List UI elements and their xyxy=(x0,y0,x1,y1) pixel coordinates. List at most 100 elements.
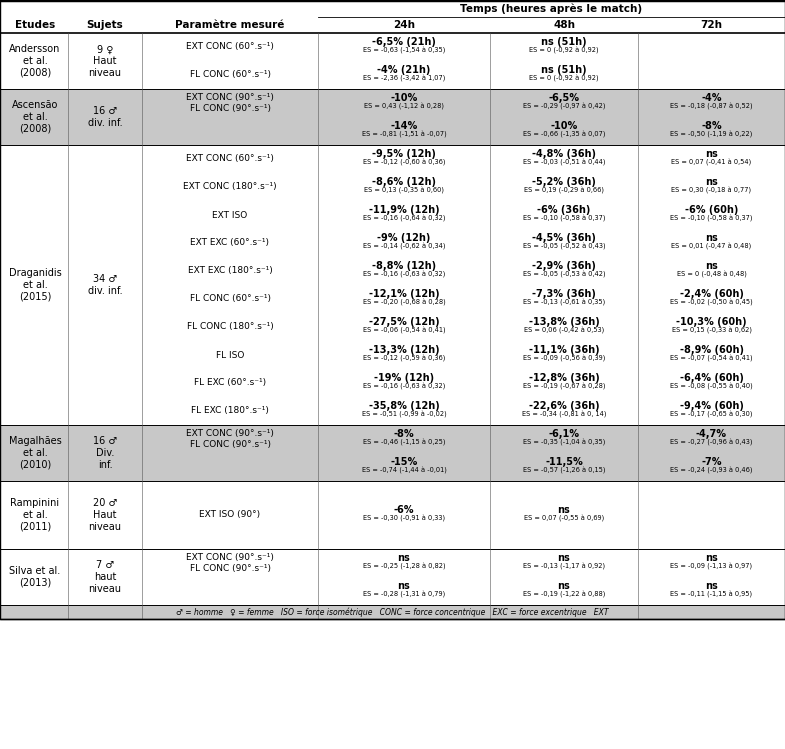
Text: ES = -0,66 (-1,35 à 0,07): ES = -0,66 (-1,35 à 0,07) xyxy=(523,132,605,139)
Text: -10,3% (60h): -10,3% (60h) xyxy=(676,317,747,327)
Text: ES = -0,28 (-1,31 à 0,79): ES = -0,28 (-1,31 à 0,79) xyxy=(363,592,445,598)
Text: -13,3% (12h): -13,3% (12h) xyxy=(369,345,440,355)
Text: ES = -0,81 (-1,51 à -0,07): ES = -0,81 (-1,51 à -0,07) xyxy=(362,132,447,139)
Text: 20 ♂
Haut
niveau: 20 ♂ Haut niveau xyxy=(89,498,122,532)
Bar xyxy=(0,1,785,619)
Text: ES = 0,07 (-0,55 à 0,69): ES = 0,07 (-0,55 à 0,69) xyxy=(524,515,604,523)
Text: -11,9% (12h): -11,9% (12h) xyxy=(369,205,440,215)
Text: ES = -0,16 (-0,64 à 0,32): ES = -0,16 (-0,64 à 0,32) xyxy=(363,216,445,222)
Text: ES = -0,24 (-0,93 à 0,46): ES = -0,24 (-0,93 à 0,46) xyxy=(670,467,753,475)
Text: ns: ns xyxy=(705,233,717,243)
Text: ES = -0,07 (-0,54 à 0,41): ES = -0,07 (-0,54 à 0,41) xyxy=(670,356,753,363)
Text: ES = -0,25 (-1,28 à 0,82): ES = -0,25 (-1,28 à 0,82) xyxy=(363,563,445,571)
Text: ES = -0,34 (-0,81 à 0, 14): ES = -0,34 (-0,81 à 0, 14) xyxy=(522,411,606,419)
Text: EXT ISO (90°): EXT ISO (90°) xyxy=(199,511,261,520)
Text: FL CONC (180°.s⁻¹): FL CONC (180°.s⁻¹) xyxy=(187,323,273,332)
Text: ES = -0,17 (-0,65 à 0,30): ES = -0,17 (-0,65 à 0,30) xyxy=(670,411,753,419)
Text: -9% (12h): -9% (12h) xyxy=(378,233,431,243)
Text: -9,4% (60h): -9,4% (60h) xyxy=(680,401,743,411)
Text: ES = 0,15 (-0,33 à 0,62): ES = 0,15 (-0,33 à 0,62) xyxy=(671,327,751,335)
Text: -22,6% (36h): -22,6% (36h) xyxy=(528,401,599,411)
Text: ES = -0,14 (-0,62 à 0,34): ES = -0,14 (-0,62 à 0,34) xyxy=(363,243,445,250)
Text: ES = -0,12 (-0,60 à 0,36): ES = -0,12 (-0,60 à 0,36) xyxy=(363,160,445,166)
Text: ES = 0,43 (-1,12 à 0,28): ES = 0,43 (-1,12 à 0,28) xyxy=(364,103,444,111)
Text: EXT CONC (180°.s⁻¹): EXT CONC (180°.s⁻¹) xyxy=(183,183,277,192)
Text: ES = -0,20 (-0,68 à 0,28): ES = -0,20 (-0,68 à 0,28) xyxy=(363,300,445,306)
Text: EXT CONC (90°.s⁻¹)
FL CONC (90°.s⁻¹): EXT CONC (90°.s⁻¹) FL CONC (90°.s⁻¹) xyxy=(186,554,274,573)
Text: ES = -0,11 (-1,15 à 0,95): ES = -0,11 (-1,15 à 0,95) xyxy=(670,592,753,598)
Text: Ascensão
et al.
(2008): Ascensão et al. (2008) xyxy=(12,100,58,133)
Text: ns: ns xyxy=(705,177,717,187)
Text: ES = -0,02 (-0,50 à 0,45): ES = -0,02 (-0,50 à 0,45) xyxy=(670,300,753,306)
Text: -10%: -10% xyxy=(550,121,578,131)
Text: Temps (heures après le match): Temps (heures après le match) xyxy=(461,4,643,14)
Text: ♂ = homme   ♀ = femme   ISO = force isométrique   CONC = force concentrique   EX: ♂ = homme ♀ = femme ISO = force isométri… xyxy=(177,607,608,616)
Text: Sujets: Sujets xyxy=(86,20,123,30)
Text: ES = 0,19 (-0,29 à 0,66): ES = 0,19 (-0,29 à 0,66) xyxy=(524,187,604,195)
Text: ES = -0,57 (-1,26 à 0,15): ES = -0,57 (-1,26 à 0,15) xyxy=(523,467,605,475)
Text: FL ISO: FL ISO xyxy=(216,351,244,360)
Text: ES = 0,01 (-0,47 à 0,48): ES = 0,01 (-0,47 à 0,48) xyxy=(671,243,751,250)
Text: ES = -0,08 (-0,55 à 0,40): ES = -0,08 (-0,55 à 0,40) xyxy=(670,383,753,390)
Text: -19% (12h): -19% (12h) xyxy=(374,373,434,383)
Text: ES = -0,27 (-0,96 à 0,43): ES = -0,27 (-0,96 à 0,43) xyxy=(670,440,753,446)
Text: Magalhães
et al.
(2010): Magalhães et al. (2010) xyxy=(9,437,61,470)
Text: -8%: -8% xyxy=(701,121,722,131)
Text: -4,5% (36h): -4,5% (36h) xyxy=(532,233,596,243)
Text: -4%: -4% xyxy=(701,93,721,103)
Text: ES = -0,05 (-0,52 à 0,43): ES = -0,05 (-0,52 à 0,43) xyxy=(523,243,605,250)
Text: Etudes: Etudes xyxy=(15,20,55,30)
Text: ES = -0,13 (-0,61 à 0,35): ES = -0,13 (-0,61 à 0,35) xyxy=(523,300,605,306)
Text: Rampinini
et al.
(2011): Rampinini et al. (2011) xyxy=(10,498,60,532)
Text: -2,4% (60h): -2,4% (60h) xyxy=(680,289,743,299)
Text: ES = -0,16 (-0,63 à 0,32): ES = -0,16 (-0,63 à 0,32) xyxy=(363,271,445,279)
Text: 7 ♂
haut
niveau: 7 ♂ haut niveau xyxy=(89,560,122,594)
Text: EXT CONC (90°.s⁻¹)
FL CONC (90°.s⁻¹): EXT CONC (90°.s⁻¹) FL CONC (90°.s⁻¹) xyxy=(186,429,274,449)
Text: FL CONC (60°.s⁻¹): FL CONC (60°.s⁻¹) xyxy=(189,70,271,79)
Text: ns: ns xyxy=(705,261,717,271)
Text: ES = -0,10 (-0,58 à 0,37): ES = -0,10 (-0,58 à 0,37) xyxy=(670,216,753,222)
Text: -6%: -6% xyxy=(394,505,414,515)
Text: ES = -0,16 (-0,63 à 0,32): ES = -0,16 (-0,63 à 0,32) xyxy=(363,383,445,390)
Text: EXT CONC (60°.s⁻¹): EXT CONC (60°.s⁻¹) xyxy=(186,43,274,52)
Text: ES = -0,13 (-1,17 à 0,92): ES = -0,13 (-1,17 à 0,92) xyxy=(523,563,605,571)
Text: -8,6% (12h): -8,6% (12h) xyxy=(372,177,436,187)
Text: ES = -0,09 (-0,56 à 0,39): ES = -0,09 (-0,56 à 0,39) xyxy=(523,356,605,363)
Text: ns: ns xyxy=(557,505,571,515)
Text: ns: ns xyxy=(557,553,571,563)
Text: 16 ♂
Div.
inf.: 16 ♂ Div. inf. xyxy=(93,437,117,470)
Text: -10%: -10% xyxy=(390,93,418,103)
Text: Silva et al.
(2013): Silva et al. (2013) xyxy=(9,566,60,588)
Text: -15%: -15% xyxy=(390,457,418,467)
Text: ES = 0 (-0,92 à 0,92): ES = 0 (-0,92 à 0,92) xyxy=(529,47,599,55)
Text: ns (51h): ns (51h) xyxy=(541,65,587,75)
Text: FL CONC (60°.s⁻¹): FL CONC (60°.s⁻¹) xyxy=(189,294,271,303)
Text: ES = -0,09 (-1,13 à 0,97): ES = -0,09 (-1,13 à 0,97) xyxy=(670,563,753,571)
Text: -6% (60h): -6% (60h) xyxy=(685,205,738,215)
Text: -35,8% (12h): -35,8% (12h) xyxy=(369,401,440,411)
Text: ns: ns xyxy=(398,581,411,591)
Text: ES = -0,06 (-0,54 à 0,41): ES = -0,06 (-0,54 à 0,41) xyxy=(363,327,445,335)
Text: ns: ns xyxy=(705,581,717,591)
Text: ES = -0,19 (-0,67 à 0,28): ES = -0,19 (-0,67 à 0,28) xyxy=(523,383,605,390)
Text: -8,9% (60h): -8,9% (60h) xyxy=(680,345,743,355)
Text: ES = -0,19 (-1,22 à 0,88): ES = -0,19 (-1,22 à 0,88) xyxy=(523,592,605,598)
Text: ES = -2,36 (-3,42 à 1,07): ES = -2,36 (-3,42 à 1,07) xyxy=(363,76,445,82)
Text: ES = -0,29 (-0,97 à 0,42): ES = -0,29 (-0,97 à 0,42) xyxy=(523,103,605,111)
Text: Draganidis
et al.
(2015): Draganidis et al. (2015) xyxy=(9,268,61,302)
Text: 16 ♂
div. inf.: 16 ♂ div. inf. xyxy=(88,106,122,128)
Text: -14%: -14% xyxy=(390,121,418,131)
Text: -12,1% (12h): -12,1% (12h) xyxy=(369,289,440,299)
Text: ES = 0,07 (-0,41 à 0,54): ES = 0,07 (-0,41 à 0,54) xyxy=(671,160,751,166)
Text: -6% (36h): -6% (36h) xyxy=(537,205,590,215)
Text: ns: ns xyxy=(398,553,411,563)
Text: -4,8% (36h): -4,8% (36h) xyxy=(532,149,596,159)
Text: ns (51h): ns (51h) xyxy=(541,37,587,47)
Text: -6,1%: -6,1% xyxy=(549,429,579,439)
Text: 34 ♂
div. inf.: 34 ♂ div. inf. xyxy=(88,274,122,296)
Text: ES = -0,05 (-0,53 à 0,42): ES = -0,05 (-0,53 à 0,42) xyxy=(523,271,605,279)
Text: 72h: 72h xyxy=(700,20,722,30)
Text: -12,8% (36h): -12,8% (36h) xyxy=(528,373,600,383)
Text: -4% (21h): -4% (21h) xyxy=(378,65,431,75)
Text: -7,3% (36h): -7,3% (36h) xyxy=(532,289,596,299)
